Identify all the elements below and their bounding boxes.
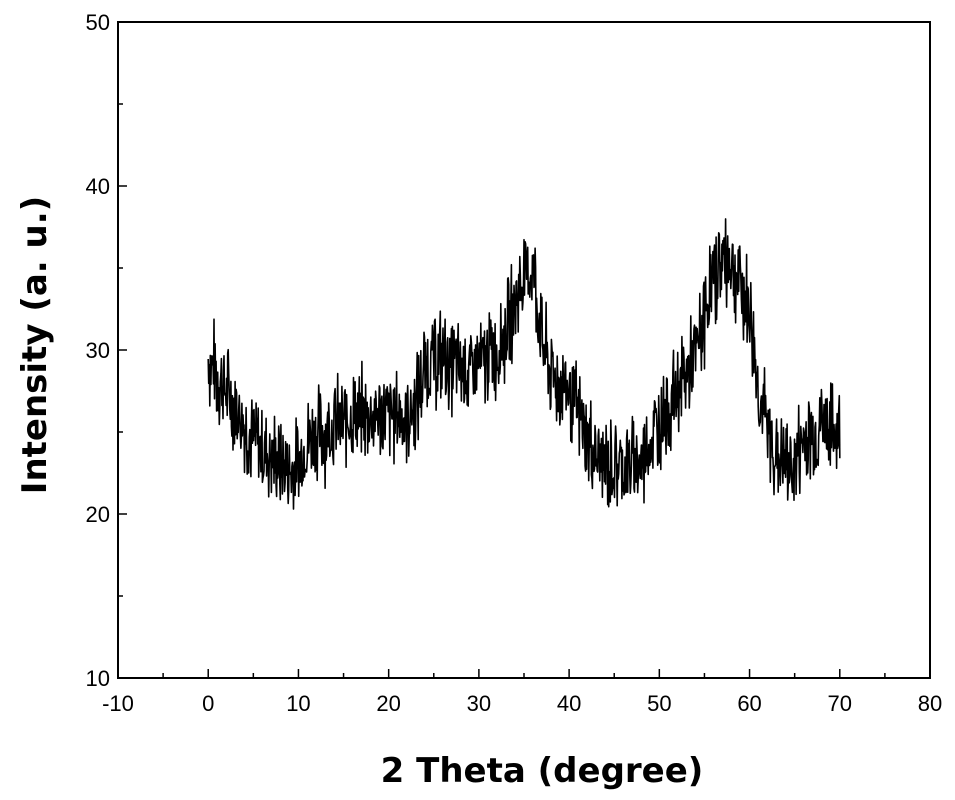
x-axis-title: 2 Theta (degree) bbox=[381, 751, 704, 791]
x-tick-label: 80 bbox=[918, 691, 942, 716]
x-tick-label: 70 bbox=[828, 691, 852, 716]
x-tick-label: 10 bbox=[286, 691, 310, 716]
x-tick-label: 40 bbox=[557, 691, 581, 716]
x-tick-label: 0 bbox=[202, 691, 214, 716]
y-tick-label: 10 bbox=[86, 666, 110, 691]
y-axis-title: Intensity (a. u.) bbox=[15, 196, 55, 494]
x-tick-label: -10 bbox=[102, 691, 134, 716]
tick-labels: -10 0 10 20 30 40 50 60 70 80 10 20 30 40 50 bbox=[86, 10, 943, 716]
x-tick-label: 60 bbox=[737, 691, 761, 716]
plot-frame bbox=[117, 21, 931, 679]
x-tick-label: 30 bbox=[467, 691, 491, 716]
y-tick-label: 40 bbox=[86, 174, 110, 199]
diffraction-trace bbox=[207, 218, 841, 510]
axis-ticks bbox=[117, 21, 931, 679]
y-tick-label: 30 bbox=[86, 338, 110, 363]
x-tick-label: 50 bbox=[647, 691, 671, 716]
x-tick-label: 20 bbox=[376, 691, 400, 716]
y-tick-label: 20 bbox=[86, 502, 110, 527]
y-tick-label: 50 bbox=[86, 10, 110, 35]
